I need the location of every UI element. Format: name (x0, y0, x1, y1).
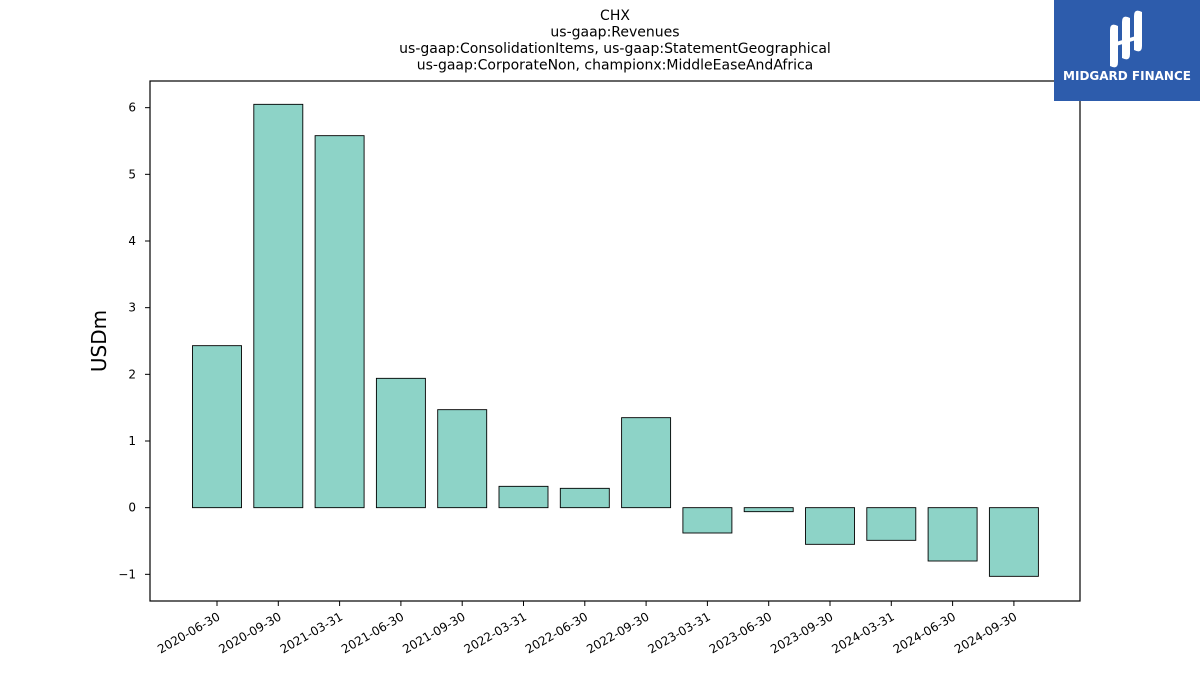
x-tick-label: 2024-06-30 (891, 609, 958, 656)
chart-title-line: us-gaap:ConsolidationItems, us-gaap:Stat… (399, 41, 831, 57)
chart-title-line: CHX (600, 8, 630, 24)
y-axis: −1 0 1 2 3 4 5 6 (118, 101, 150, 581)
bar (253, 103, 304, 509)
x-tick-label: 2024-09-30 (952, 609, 1019, 656)
plot-frame (149, 80, 1081, 602)
bar (437, 409, 488, 509)
bar (498, 485, 549, 509)
x-tick-label: 2023-06-30 (707, 609, 774, 656)
chart-title: CHXus-gaap:Revenuesus-gaap:Consolidation… (399, 8, 831, 74)
x-axis: 2020-06-302020-09-302021-03-312021-06-30… (155, 601, 1019, 656)
y-tick-label: 2 (128, 367, 136, 381)
x-tick-label: 2021-06-30 (339, 609, 406, 656)
y-tick-label: 6 (128, 101, 136, 115)
x-tick-label: 2022-09-30 (584, 609, 651, 656)
chart-title-line: us-gaap:CorporateNon, championx:MiddleEa… (417, 58, 814, 74)
bar (866, 507, 917, 541)
y-tick-label: 0 (128, 501, 136, 515)
x-tick-label: 2021-03-31 (278, 609, 345, 656)
y-tick-label: 4 (128, 234, 136, 248)
y-axis-label: USDm (87, 310, 111, 372)
bar (988, 507, 1039, 577)
x-tick-label: 2023-03-31 (645, 609, 712, 656)
midgard-finance-logo: MIDGARD FINANCE (1054, 0, 1200, 101)
bar (375, 377, 426, 509)
x-tick-label: 2024-03-31 (829, 609, 896, 656)
midgard-logo-icon (1110, 10, 1142, 68)
x-tick-label: 2020-06-30 (155, 609, 222, 656)
bar (743, 507, 794, 513)
bar (314, 135, 365, 509)
bars-group (192, 103, 1039, 577)
bar (621, 417, 672, 509)
bar (927, 507, 978, 562)
x-tick-label: 2021-09-30 (400, 609, 467, 656)
y-tick-label: 3 (128, 301, 136, 315)
y-tick-label: −1 (118, 567, 136, 581)
y-tick-label: 5 (128, 167, 136, 181)
bar (805, 507, 855, 545)
y-tick-label: 1 (128, 434, 136, 448)
x-tick-label: 2022-03-31 (462, 609, 529, 656)
logo-text: MIDGARD FINANCE (1063, 69, 1191, 83)
x-tick-label: 2020-09-30 (216, 609, 283, 656)
x-tick-label: 2022-06-30 (523, 609, 590, 656)
x-tick-label: 2023-09-30 (768, 609, 835, 656)
bar (559, 487, 610, 509)
bar (682, 507, 733, 534)
chart-title-line: us-gaap:Revenues (550, 25, 679, 41)
bar (192, 345, 242, 509)
